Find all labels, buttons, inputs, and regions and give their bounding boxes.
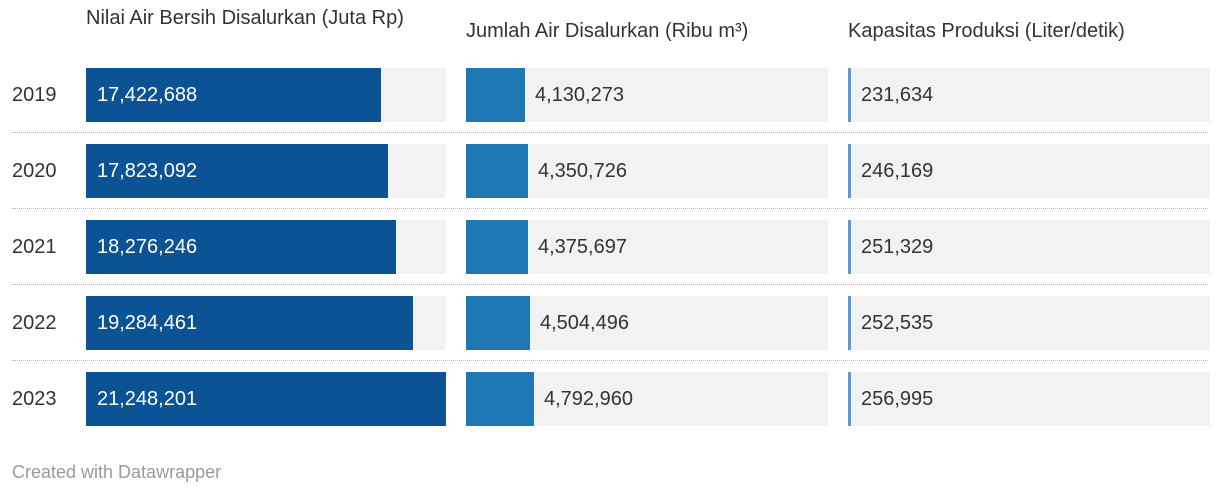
- table-row: 2022 19,284,461 4,504,496 252,535: [0, 296, 1210, 372]
- bar: [86, 68, 381, 122]
- bar: [86, 144, 388, 198]
- header-col-0: Nilai Air Bersih Disalurkan (Juta Rp): [86, 7, 404, 29]
- bar-track: 4,375,697: [466, 220, 828, 274]
- bar-track: 4,130,273: [466, 68, 828, 122]
- bar-value-label: 17,422,688: [97, 84, 198, 106]
- table-row: 2020 17,823,092 4,350,726 246,169: [0, 144, 1210, 220]
- row-year-label: 2023: [12, 388, 57, 410]
- row-divider: [12, 284, 1208, 285]
- bar: [466, 68, 525, 122]
- bar-track: 21,248,201: [86, 372, 446, 426]
- bar-track: 4,504,496: [466, 296, 828, 350]
- bar: [466, 296, 530, 350]
- bar: [848, 68, 851, 122]
- bar-value-label: 252,535: [861, 312, 934, 334]
- bar-track: 4,792,960: [466, 372, 828, 426]
- table-row: 2019 17,422,688 4,130,273 231,634: [0, 68, 1210, 144]
- header-col-2: Kapasitas Produksi (Liter/detik): [848, 20, 1125, 42]
- bar-value-label: 246,169: [861, 160, 934, 182]
- bar-value-label: 4,375,697: [538, 236, 627, 258]
- bar: [848, 296, 851, 350]
- bar-track: 252,535: [848, 296, 1210, 350]
- bar-track: 231,634: [848, 68, 1210, 122]
- row-year-label: 2019: [12, 84, 57, 106]
- bar-value-label: 251,329: [861, 236, 934, 258]
- row-divider: [12, 132, 1208, 133]
- footer-credit: Created with Datawrapper: [12, 462, 222, 482]
- bar: [848, 220, 851, 274]
- bar-track: 246,169: [848, 144, 1210, 198]
- bar-track: 19,284,461: [86, 296, 446, 350]
- bar: [848, 372, 851, 426]
- bar-value-label: 231,634: [861, 84, 934, 106]
- row-divider: [12, 360, 1208, 361]
- bar: [466, 220, 528, 274]
- bar-value-label: 19,284,461: [97, 312, 198, 334]
- table-row: 2021 18,276,246 4,375,697 251,329: [0, 220, 1210, 296]
- bar-track: 256,995: [848, 372, 1210, 426]
- bar-track: 17,823,092: [86, 144, 446, 198]
- bar: [86, 372, 446, 426]
- bar-track: 17,422,688: [86, 68, 446, 122]
- row-divider: [12, 208, 1208, 209]
- header-col-1: Jumlah Air Disalurkan (Ribu m³): [466, 20, 749, 42]
- bar-value-label: 4,792,960: [544, 388, 633, 410]
- bar-value-label: 256,995: [861, 388, 934, 410]
- bar-value-label: 18,276,246: [97, 236, 198, 258]
- bar: [848, 144, 851, 198]
- bar-value-label: 4,504,496: [540, 312, 629, 334]
- row-year-label: 2021: [12, 236, 57, 258]
- bar: [86, 296, 413, 350]
- bar: [466, 372, 534, 426]
- table-row: 2023 21,248,201 4,792,960 256,995: [0, 372, 1210, 448]
- row-year-label: 2020: [12, 160, 57, 182]
- bar-track: 18,276,246: [86, 220, 446, 274]
- bar-value-label: 21,248,201: [97, 388, 198, 410]
- bar-track: 251,329: [848, 220, 1210, 274]
- bar-value-label: 4,130,273: [535, 84, 624, 106]
- bar: [86, 220, 396, 274]
- bar-track: 4,350,726: [466, 144, 828, 198]
- bar: [466, 144, 528, 198]
- row-year-label: 2022: [12, 312, 57, 334]
- bar-value-label: 17,823,092: [97, 160, 198, 182]
- bar-value-label: 4,350,726: [538, 160, 627, 182]
